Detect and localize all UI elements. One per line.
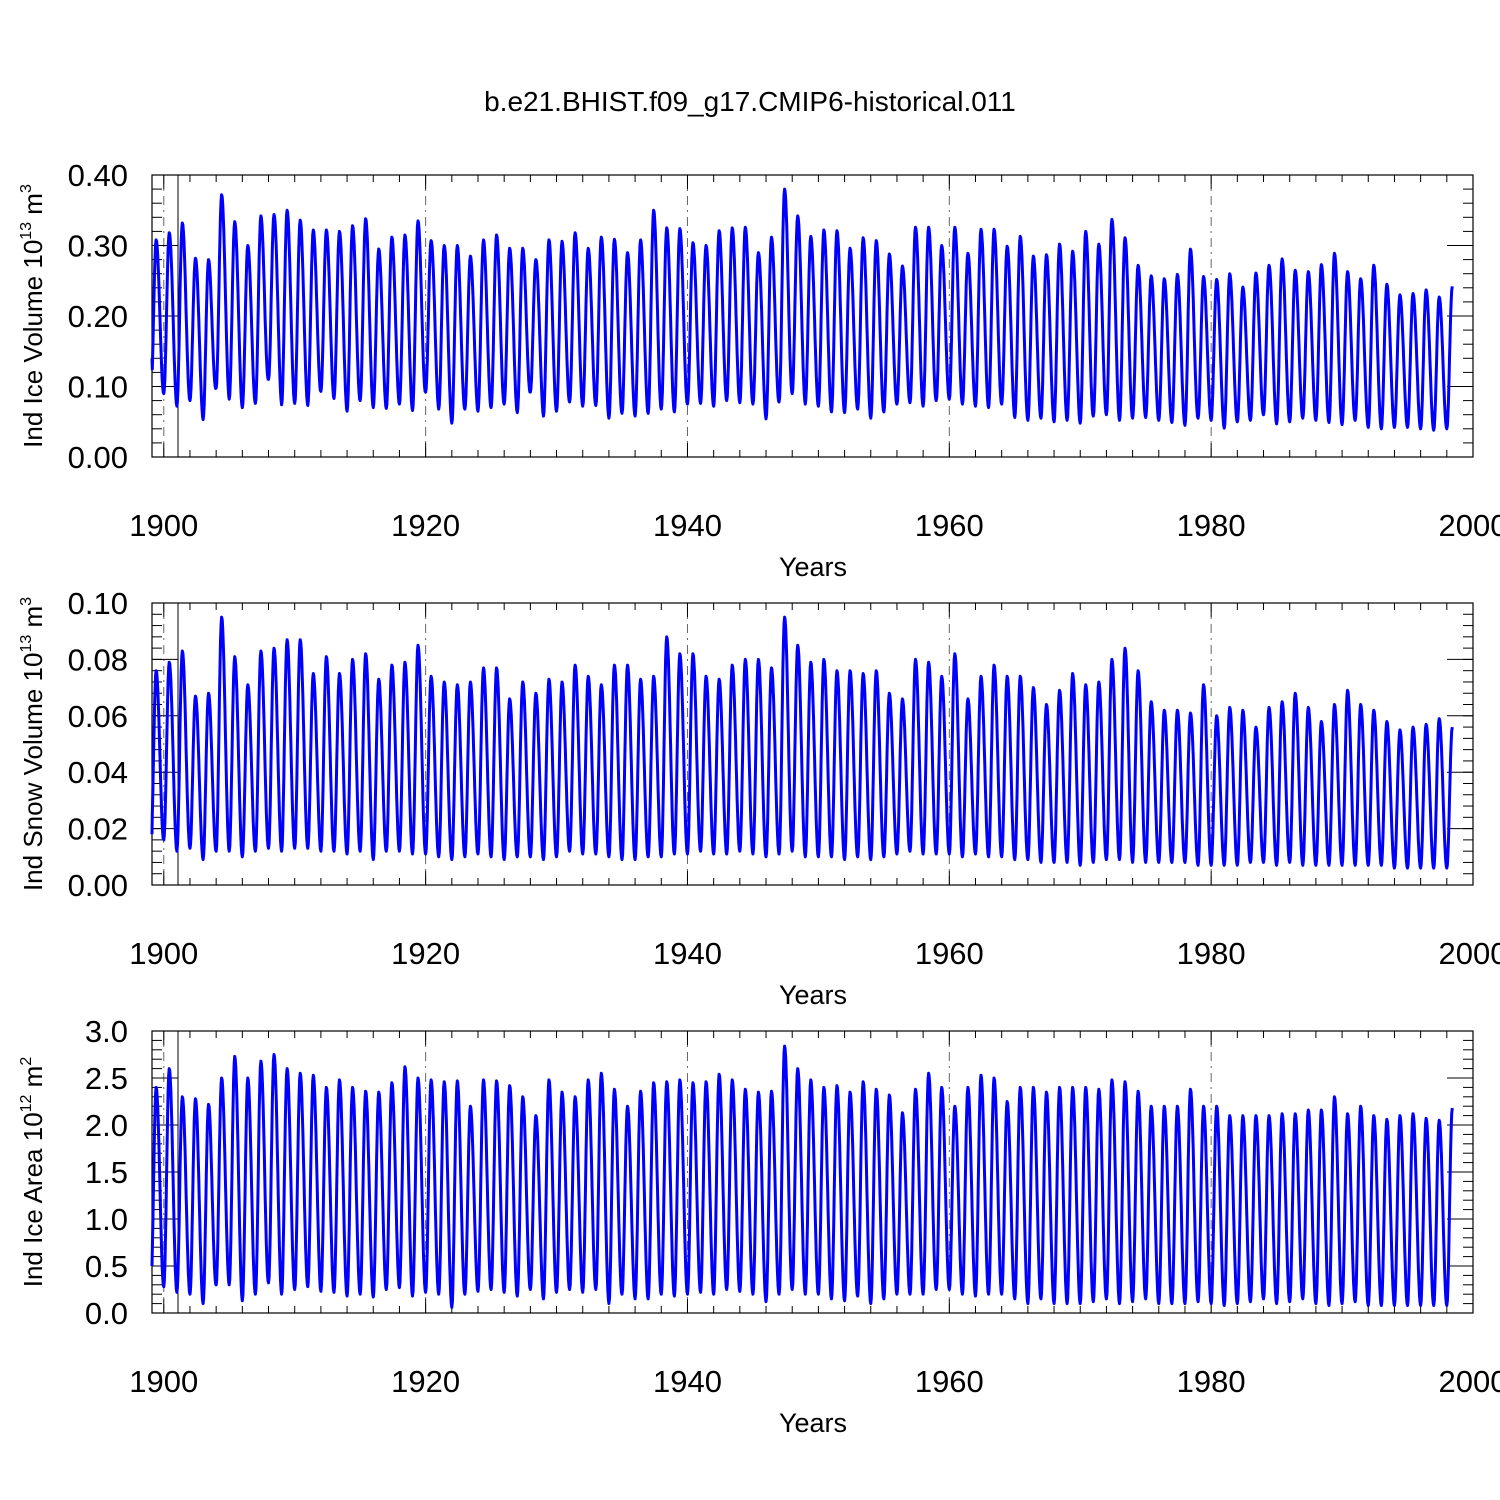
x-tick-label: 1920 <box>391 936 460 971</box>
x-tick-label: 1960 <box>915 936 984 971</box>
x-tick-label: 1900 <box>129 936 198 971</box>
y-tick-label: 1.5 <box>85 1155 128 1190</box>
y-label-superscript: 13 <box>18 222 35 240</box>
series-line <box>150 1044 1454 1309</box>
y-tick-label: 0.0 <box>85 1296 128 1331</box>
y-axis-label: Ind Ice Volume 1013 m3 <box>18 184 48 448</box>
y-tick-label: 0.40 <box>68 158 128 193</box>
y-label-text: Ind Snow Volume 10 <box>18 653 48 892</box>
plot-frame <box>151 602 1474 886</box>
plot-frame <box>151 174 1474 458</box>
y-tick-label: 0.04 <box>68 755 128 790</box>
y-label-superscript: 3 <box>18 597 35 606</box>
x-tick-label: 1960 <box>915 508 984 543</box>
y-tick-label: 0.06 <box>68 699 128 734</box>
y-tick-label: 0.08 <box>68 642 128 677</box>
y-tick-label: 1.0 <box>85 1202 128 1237</box>
y-tick-label: 3.0 <box>85 1014 128 1049</box>
y-axis-label: Ind Ice Area 1012 m2 <box>18 1057 48 1288</box>
x-tick-label: 2000 <box>1439 1364 1500 1399</box>
y-tick-label: 0.10 <box>68 586 128 621</box>
y-tick-label: 0.30 <box>68 229 128 264</box>
y-label-superscript: 13 <box>18 635 35 653</box>
x-axis-label: Years <box>779 980 847 1010</box>
y-label-superscript: 3 <box>18 184 35 193</box>
figure-title: b.e21.BHIST.f09_g17.CMIP6-historical.011 <box>484 86 1016 117</box>
x-tick-label: 1980 <box>1177 508 1246 543</box>
y-tick-label: 0.02 <box>68 812 128 847</box>
y-tick-label: 0.10 <box>68 370 128 405</box>
x-tick-label: 2000 <box>1439 936 1500 971</box>
y-tick-label: 0.20 <box>68 299 128 334</box>
y-label-text: Ind Ice Area 10 <box>18 1112 48 1287</box>
y-label-superscript: 2 <box>18 1057 35 1066</box>
plot-frame <box>151 1030 1474 1314</box>
x-axis-label: Years <box>779 552 847 582</box>
y-label-text: m <box>18 606 48 635</box>
y-label-text: m <box>18 193 48 222</box>
x-tick-label: 2000 <box>1439 508 1500 543</box>
y-label-text: Ind Ice Volume 10 <box>18 240 48 448</box>
panel-ice-volume: 0.00 0.10 0.20 0.30 0.40 1900 1920 1940 1960 1980… <box>18 158 1500 582</box>
x-tick-label: 1940 <box>653 936 722 971</box>
y-label-text: m <box>18 1066 48 1095</box>
panel-ice-area: 0.0 0.5 1.0 1.5 2.0 2.5 3.0 1900 1920 1940 1960 198… <box>18 1014 1500 1438</box>
x-tick-label: 1960 <box>915 1364 984 1399</box>
x-tick-label: 1920 <box>391 1364 460 1399</box>
y-axis-label: Ind Snow Volume 1013 m3 <box>18 597 48 891</box>
series-line <box>150 615 1454 870</box>
y-tick-label: 2.5 <box>85 1061 128 1096</box>
y-tick-label: 0.5 <box>85 1249 128 1284</box>
x-tick-label: 1940 <box>653 508 722 543</box>
x-tick-label: 1940 <box>653 1364 722 1399</box>
y-label-superscript: 12 <box>18 1094 35 1112</box>
panel-snow-volume: 0.00 0.02 0.04 0.06 0.08 0.10 1900 1920 1940 1960… <box>18 586 1500 1010</box>
y-tick-label: 2.0 <box>85 1108 128 1143</box>
x-tick-label: 1920 <box>391 508 460 543</box>
x-tick-label: 1980 <box>1177 936 1246 971</box>
x-tick-label: 1900 <box>129 1364 198 1399</box>
x-tick-label: 1900 <box>129 508 198 543</box>
y-tick-label: 0.00 <box>68 440 128 475</box>
series-line <box>150 187 1454 432</box>
x-tick-label: 1980 <box>1177 1364 1246 1399</box>
y-tick-label: 0.00 <box>68 868 128 903</box>
x-axis-label: Years <box>779 1408 847 1438</box>
